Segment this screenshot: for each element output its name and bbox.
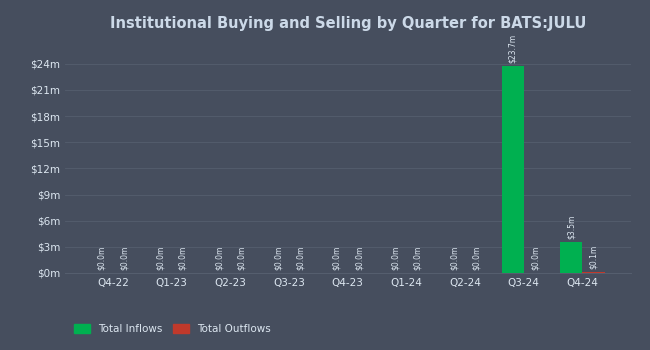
Text: $0.0m: $0.0m <box>274 245 282 270</box>
Text: $0.0m: $0.0m <box>214 245 224 270</box>
Text: $23.7m: $23.7m <box>508 34 517 63</box>
Text: $0.0m: $0.0m <box>156 245 165 270</box>
Text: $0.0m: $0.0m <box>237 245 246 270</box>
Text: $0.0m: $0.0m <box>413 245 422 270</box>
Text: $0.0m: $0.0m <box>391 245 400 270</box>
Bar <box>560 243 582 273</box>
Text: $0.0m: $0.0m <box>120 245 129 270</box>
Text: $0.0m: $0.0m <box>296 245 305 270</box>
Bar <box>582 272 604 273</box>
Bar <box>502 66 524 273</box>
Text: $0.0m: $0.0m <box>472 245 481 270</box>
Text: $0.0m: $0.0m <box>98 245 107 270</box>
Text: $0.0m: $0.0m <box>449 245 458 270</box>
Text: $0.1m: $0.1m <box>589 244 598 269</box>
Text: $0.0m: $0.0m <box>332 245 341 270</box>
Text: $3.5m: $3.5m <box>567 215 576 239</box>
Legend: Total Inflows, Total Outflows: Total Inflows, Total Outflows <box>70 320 275 338</box>
Text: $0.0m: $0.0m <box>354 245 363 270</box>
Text: $0.0m: $0.0m <box>530 245 540 270</box>
Title: Institutional Buying and Selling by Quarter for BATS:JULU: Institutional Buying and Selling by Quar… <box>110 16 586 31</box>
Text: $0.0m: $0.0m <box>178 245 187 270</box>
